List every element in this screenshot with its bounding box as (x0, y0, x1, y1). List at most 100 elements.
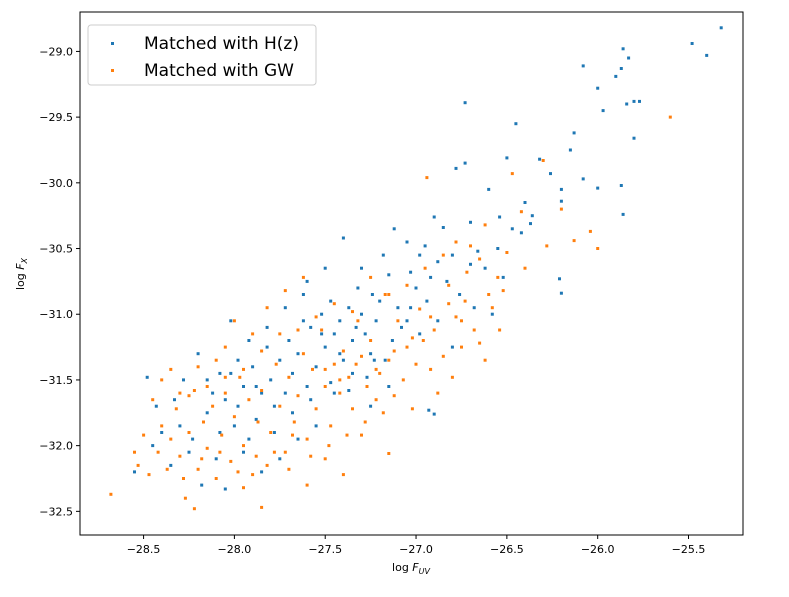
data-point (436, 260, 440, 264)
y-tick-label: −29.5 (39, 111, 73, 124)
legend-label-gw: Matched with GW (144, 61, 294, 81)
data-point (314, 315, 318, 319)
data-point (538, 157, 542, 161)
x-ticks: −28.5 −28.0 −27.5 −27.0 −26.5 −26.0 −25.5 (127, 535, 705, 556)
data-point (260, 389, 264, 392)
data-point (291, 411, 294, 415)
x-tick-label: −26.5 (490, 543, 524, 556)
data-point (719, 26, 723, 30)
data-point (311, 367, 314, 371)
data-point (174, 407, 178, 411)
data-point (200, 483, 204, 487)
data-point (196, 365, 200, 369)
data-point (619, 184, 623, 187)
x-tick-label: −26.0 (581, 543, 615, 556)
data-point (265, 306, 269, 310)
data-point (454, 240, 458, 244)
data-point (572, 239, 576, 243)
x-tick-label: −27.5 (308, 543, 342, 556)
y-axis-label: log FX (14, 257, 29, 290)
data-point (332, 332, 336, 336)
data-point (274, 362, 278, 366)
data-point (247, 437, 251, 441)
data-point (396, 319, 400, 323)
data-point (109, 492, 113, 496)
data-point (351, 407, 354, 411)
data-point (251, 473, 255, 477)
data-point (223, 345, 227, 349)
data-point (490, 306, 494, 310)
data-point (320, 312, 324, 316)
data-point (463, 299, 467, 303)
data-point (541, 159, 545, 162)
data-point (296, 394, 300, 398)
x-axis-label: log FUV (392, 561, 430, 576)
data-point (238, 375, 242, 379)
data-point (429, 315, 433, 319)
data-point (145, 375, 149, 379)
data-point (478, 341, 482, 345)
data-point (133, 450, 136, 454)
data-point (690, 42, 694, 45)
data-point (523, 266, 527, 270)
data-point (625, 102, 629, 106)
data-point (447, 283, 451, 287)
data-point (269, 378, 273, 382)
data-point (410, 336, 414, 340)
data-point (154, 404, 158, 408)
data-point (314, 365, 318, 369)
data-point (487, 293, 491, 296)
data-point (469, 220, 472, 224)
data-point (614, 74, 618, 78)
data-point (309, 454, 313, 458)
data-point (287, 375, 291, 379)
data-point (387, 293, 391, 296)
data-point (432, 412, 436, 416)
data-point (347, 389, 351, 392)
data-point (305, 385, 309, 388)
data-point (519, 210, 523, 214)
data-point (191, 437, 195, 441)
data-point (360, 354, 363, 358)
data-point (409, 306, 413, 310)
data-point (588, 229, 592, 233)
data-point (454, 166, 458, 170)
data-point (196, 352, 200, 356)
y-ticks: −29.0 −29.5 −30.0 −30.5 −31.0 −31.5 −32.0 −32.5 (39, 45, 80, 518)
data-point (278, 332, 282, 336)
data-point (332, 362, 336, 366)
data-point (223, 487, 227, 491)
data-point (196, 467, 200, 471)
data-point (287, 467, 291, 471)
data-point (236, 358, 240, 362)
data-point (351, 371, 354, 375)
data-point (205, 378, 209, 382)
data-point (341, 358, 345, 362)
data-point (236, 470, 240, 474)
data-point (354, 362, 358, 366)
data-point (211, 391, 215, 395)
data-point (341, 349, 345, 353)
series-1 (109, 115, 672, 511)
data-point (160, 378, 164, 382)
y-tick-label: −31.0 (39, 308, 73, 321)
data-point (291, 433, 294, 437)
data-point (409, 270, 413, 274)
data-point (396, 306, 400, 310)
x-tick-label: −27.0 (399, 543, 433, 556)
data-point (214, 457, 218, 461)
data-point (151, 398, 155, 402)
data-point (214, 477, 218, 480)
data-point (133, 470, 136, 474)
data-point (401, 378, 405, 382)
data-point (160, 431, 164, 434)
data-point (501, 275, 505, 279)
data-point (405, 345, 409, 349)
data-point (278, 358, 282, 362)
data-point (301, 275, 305, 279)
data-point (621, 47, 625, 51)
data-point (460, 319, 463, 323)
data-point (272, 450, 276, 454)
data-point (232, 319, 236, 323)
data-point (314, 424, 318, 428)
